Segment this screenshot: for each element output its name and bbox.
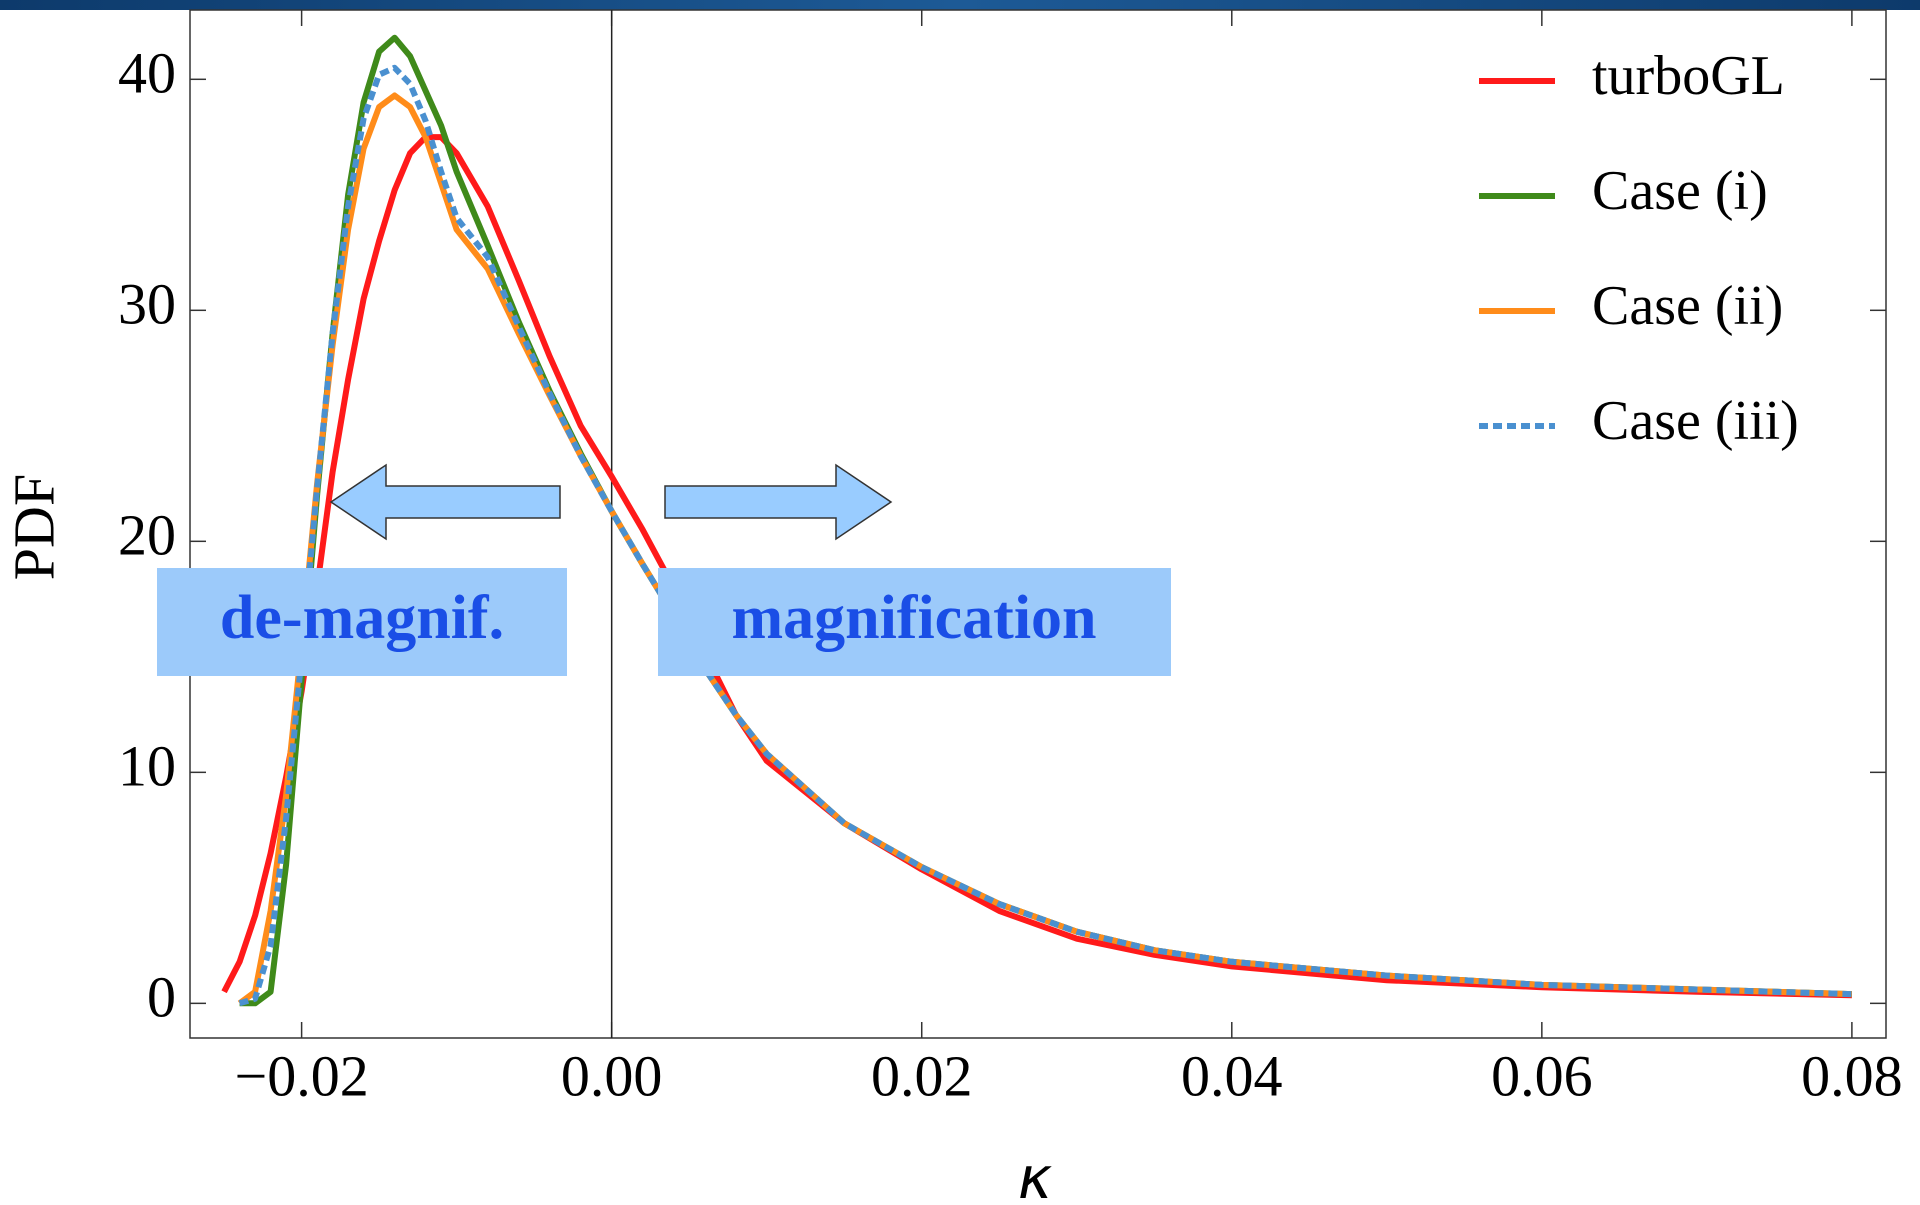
x-tick-label: 0.08 [1801, 1043, 1903, 1108]
left-arrow [329, 463, 561, 541]
x-tick-label: 0.00 [561, 1043, 663, 1108]
y-tick-label: 10 [118, 734, 176, 799]
annotation-box [658, 568, 1171, 676]
annotation-text: de-magnif. [220, 584, 504, 652]
y-tick-label: 20 [118, 503, 176, 568]
header-band [0, 0, 1920, 10]
x-axis-label: κ [1018, 1144, 1052, 1205]
y-tick-label: 40 [118, 41, 176, 106]
series-line [221, 134, 1852, 999]
right-arrow [664, 463, 893, 541]
annotations: de-magnif. magnification [157, 463, 1171, 676]
annotation-box [157, 568, 567, 676]
legend-label: Case (ii) [1592, 275, 1783, 337]
legend-label: Case (iii) [1592, 390, 1799, 452]
legend-label: turboGL [1592, 45, 1785, 107]
x-tick-label: 0.02 [871, 1043, 973, 1108]
annotation-text: magnification [731, 584, 1096, 652]
y-axis-label: PDF [1, 474, 66, 580]
y-tick-label: 0 [147, 965, 176, 1030]
legend-label: Case (i) [1592, 160, 1768, 222]
series-line [238, 64, 1852, 1007]
x-tick-label: 0.06 [1491, 1043, 1593, 1108]
plot-area: −0.02 0.00 0.02 0.04 0.06 0.08 0 10 20 30 40 turboG… [118, 10, 1903, 1108]
x-tick-label: −0.02 [235, 1043, 369, 1108]
x-tick-label: 0.04 [1181, 1043, 1283, 1108]
plot-frame [189, 9, 1887, 1039]
y-tick-label: 30 [118, 272, 176, 337]
